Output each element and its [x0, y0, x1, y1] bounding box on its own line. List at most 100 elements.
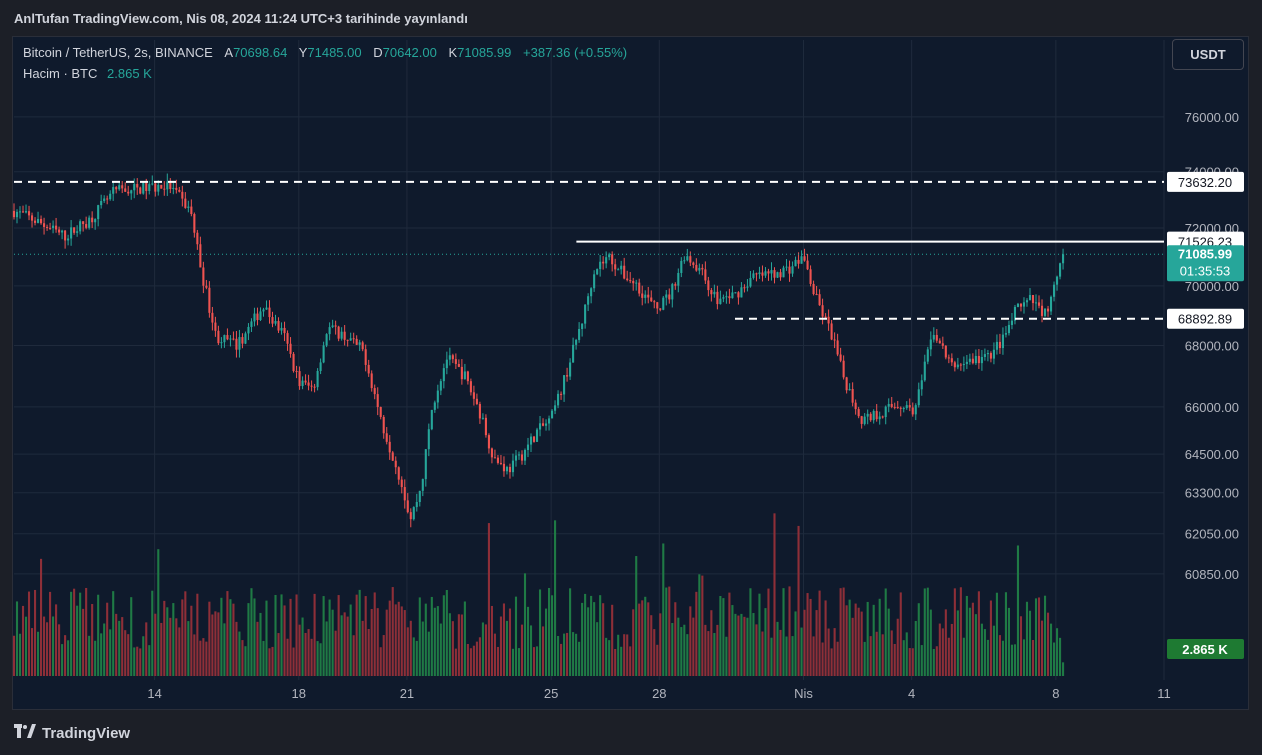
candle-body: [908, 405, 911, 408]
volume-bar: [397, 601, 400, 676]
candle-body: [647, 294, 650, 298]
candle-body: [956, 364, 959, 368]
candle-body: [605, 257, 608, 264]
volume-bar: [701, 575, 704, 676]
candle-body: [587, 296, 590, 305]
volume-bar: [43, 616, 46, 676]
volume-bar: [58, 624, 61, 676]
candle-body: [686, 256, 689, 261]
volume-bar: [445, 589, 448, 676]
candle-body: [638, 282, 641, 294]
volume-bar: [421, 621, 424, 676]
volume-bar: [160, 622, 163, 676]
volume-bar: [73, 588, 76, 676]
volume-bar: [887, 608, 890, 676]
candle-body: [316, 370, 319, 388]
candle-body: [151, 183, 154, 185]
candle-body: [755, 273, 758, 275]
volume-bar: [349, 604, 352, 676]
candle-body: [448, 355, 451, 360]
volume-bar: [941, 628, 944, 676]
candle-body: [758, 272, 761, 275]
candle-body: [737, 292, 740, 298]
candle-body: [322, 345, 325, 363]
chart-panel[interactable]: [12, 36, 1249, 710]
volume-bar: [538, 589, 542, 676]
volume-label: Hacim · BTC: [23, 66, 98, 81]
volume-bar: [614, 648, 617, 676]
candle-body: [866, 413, 869, 417]
price-tick-label: 63300.00: [1185, 486, 1239, 501]
volume-bar: [409, 620, 412, 676]
volume-bar: [977, 591, 980, 676]
candle-body: [304, 380, 307, 383]
volume-bar: [103, 623, 106, 676]
volume-bar: [154, 613, 157, 676]
volume-bar: [956, 610, 959, 676]
candle-body: [869, 413, 872, 421]
volume-bar: [490, 605, 493, 676]
candle-body: [328, 327, 331, 335]
candle-body: [986, 353, 989, 355]
candle-body: [740, 287, 743, 298]
volume-bar: [388, 600, 391, 676]
volume-bar: [1046, 612, 1050, 676]
candle-body: [346, 339, 349, 341]
volume-bar: [340, 615, 343, 676]
low-label: D: [373, 45, 383, 60]
candle-body: [881, 416, 884, 418]
candle-body: [370, 373, 373, 389]
candle-body: [397, 467, 400, 480]
candle-body: [184, 198, 187, 208]
volume-legend[interactable]: Hacim · BTC 2.865 K: [23, 66, 160, 81]
candle-body: [400, 479, 403, 488]
volume-bar: [436, 606, 439, 676]
candle-body: [752, 273, 755, 278]
close-label: K: [448, 45, 458, 60]
volume-bar: [76, 605, 79, 676]
time-tick-label: 28: [652, 686, 666, 701]
candle-body: [692, 262, 695, 265]
volume-bar: [584, 593, 587, 676]
candle-body: [502, 463, 506, 472]
candle-body: [196, 232, 199, 245]
candle-body: [884, 406, 887, 418]
volume-bar: [178, 627, 181, 676]
volume-bar: [791, 636, 794, 676]
candle-body: [710, 290, 713, 295]
volume-bar: [1062, 662, 1065, 676]
candle-body: [112, 187, 115, 194]
volume-bar: [364, 596, 367, 676]
countdown-label: 01:35:53: [1180, 263, 1231, 278]
candle-body: [959, 364, 962, 366]
level-label-bg: [1167, 308, 1244, 329]
candle-body: [235, 338, 238, 350]
candle-body: [256, 313, 259, 321]
candle-body: [181, 191, 184, 199]
candle-body: [794, 259, 797, 267]
volume-bar: [773, 513, 776, 676]
candle-body: [238, 337, 241, 350]
candle-body: [541, 423, 545, 426]
time-tick-label: 4: [908, 686, 915, 701]
volume-bar: [611, 604, 614, 676]
volume-bar: [725, 636, 728, 676]
low-value: 70642.00: [382, 45, 437, 60]
candle-body: [698, 267, 701, 271]
volume-bar: [136, 646, 139, 676]
volume-bar: [1013, 644, 1017, 676]
tradingview-brand[interactable]: TradingView: [14, 724, 130, 742]
candle-body: [584, 304, 587, 324]
candle-body: [214, 322, 217, 331]
currency-button[interactable]: USDT: [1172, 39, 1244, 70]
symbol-legend[interactable]: Bitcoin / TetherUS, 2s, BINANCE A70698.6…: [23, 45, 635, 60]
volume-bar: [304, 632, 307, 676]
volume-bar: [118, 620, 121, 676]
volume-bar: [647, 602, 650, 676]
candle-body: [517, 454, 521, 456]
volume-bar: [442, 595, 445, 676]
volume-bar: [115, 613, 118, 676]
volume-bar: [526, 606, 530, 676]
candle-body: [379, 407, 382, 417]
